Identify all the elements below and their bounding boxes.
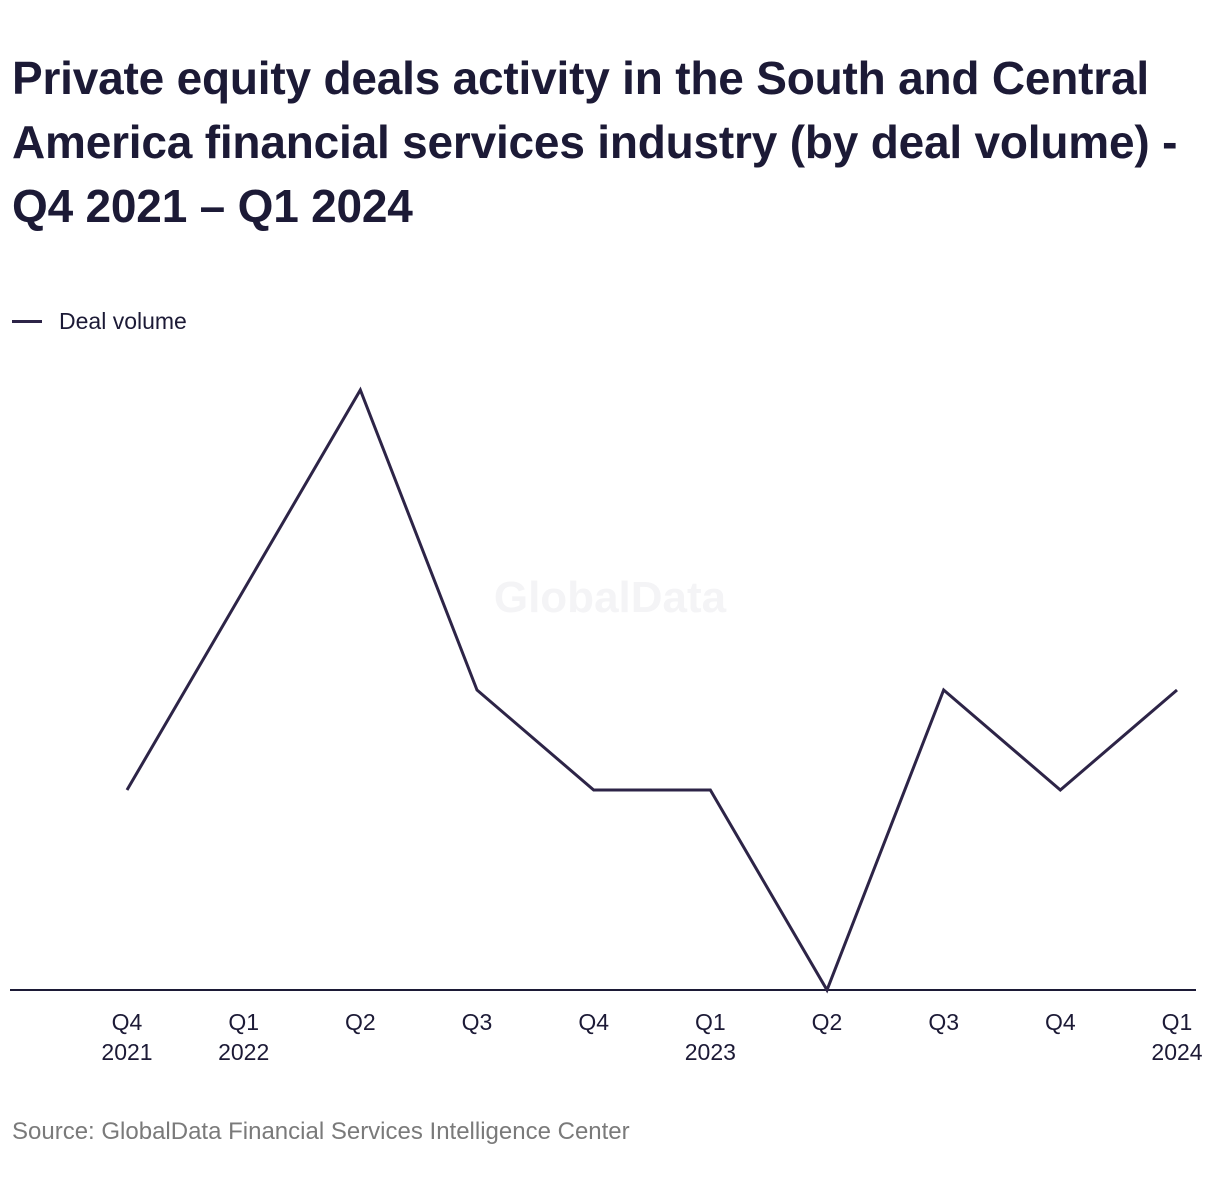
- x-tick-label-quarter: Q4: [1045, 1009, 1076, 1035]
- data-point[interactable]: [821, 984, 833, 996]
- x-tick-label-year: 2023: [685, 1039, 736, 1065]
- x-tick-label-quarter: Q3: [462, 1009, 493, 1035]
- series-line-deal-volume: [125, 386, 1178, 994]
- x-tick-label-quarter: Q3: [928, 1009, 959, 1035]
- source-note: Source: GlobalData Financial Services In…: [12, 1118, 630, 1145]
- legend-label-deal-volume: Deal volume: [59, 307, 187, 334]
- data-point[interactable]: [354, 384, 366, 396]
- chart-legend: Deal volume: [12, 306, 187, 336]
- data-point[interactable]: [238, 584, 250, 596]
- x-tick-label-quarter: Q1: [228, 1009, 259, 1035]
- chart-title: Private equity deals activity in the Sou…: [12, 52, 1178, 232]
- watermark-text: GlobalData: [494, 573, 727, 622]
- x-tick-label-quarter: Q1: [695, 1009, 726, 1035]
- x-tick-label-year: 2022: [218, 1039, 269, 1065]
- data-point[interactable]: [1171, 684, 1183, 696]
- legend-swatch-deal-volume: [12, 319, 42, 323]
- x-tick-label-quarter: Q1: [1162, 1009, 1193, 1035]
- data-point[interactable]: [704, 784, 716, 796]
- x-tick-label-year: 2021: [101, 1039, 152, 1065]
- x-tick-label-quarter: Q4: [112, 1009, 143, 1035]
- data-point[interactable]: [471, 684, 483, 696]
- x-tick-label-quarter: Q2: [345, 1009, 376, 1035]
- data-point[interactable]: [121, 784, 133, 796]
- x-tick-label-year: 2024: [1151, 1039, 1202, 1065]
- x-tick-label-quarter: Q2: [812, 1009, 843, 1035]
- x-tick-label-quarter: Q4: [578, 1009, 609, 1035]
- data-point[interactable]: [938, 684, 950, 696]
- data-point[interactable]: [1054, 784, 1066, 796]
- data-point[interactable]: [588, 784, 600, 796]
